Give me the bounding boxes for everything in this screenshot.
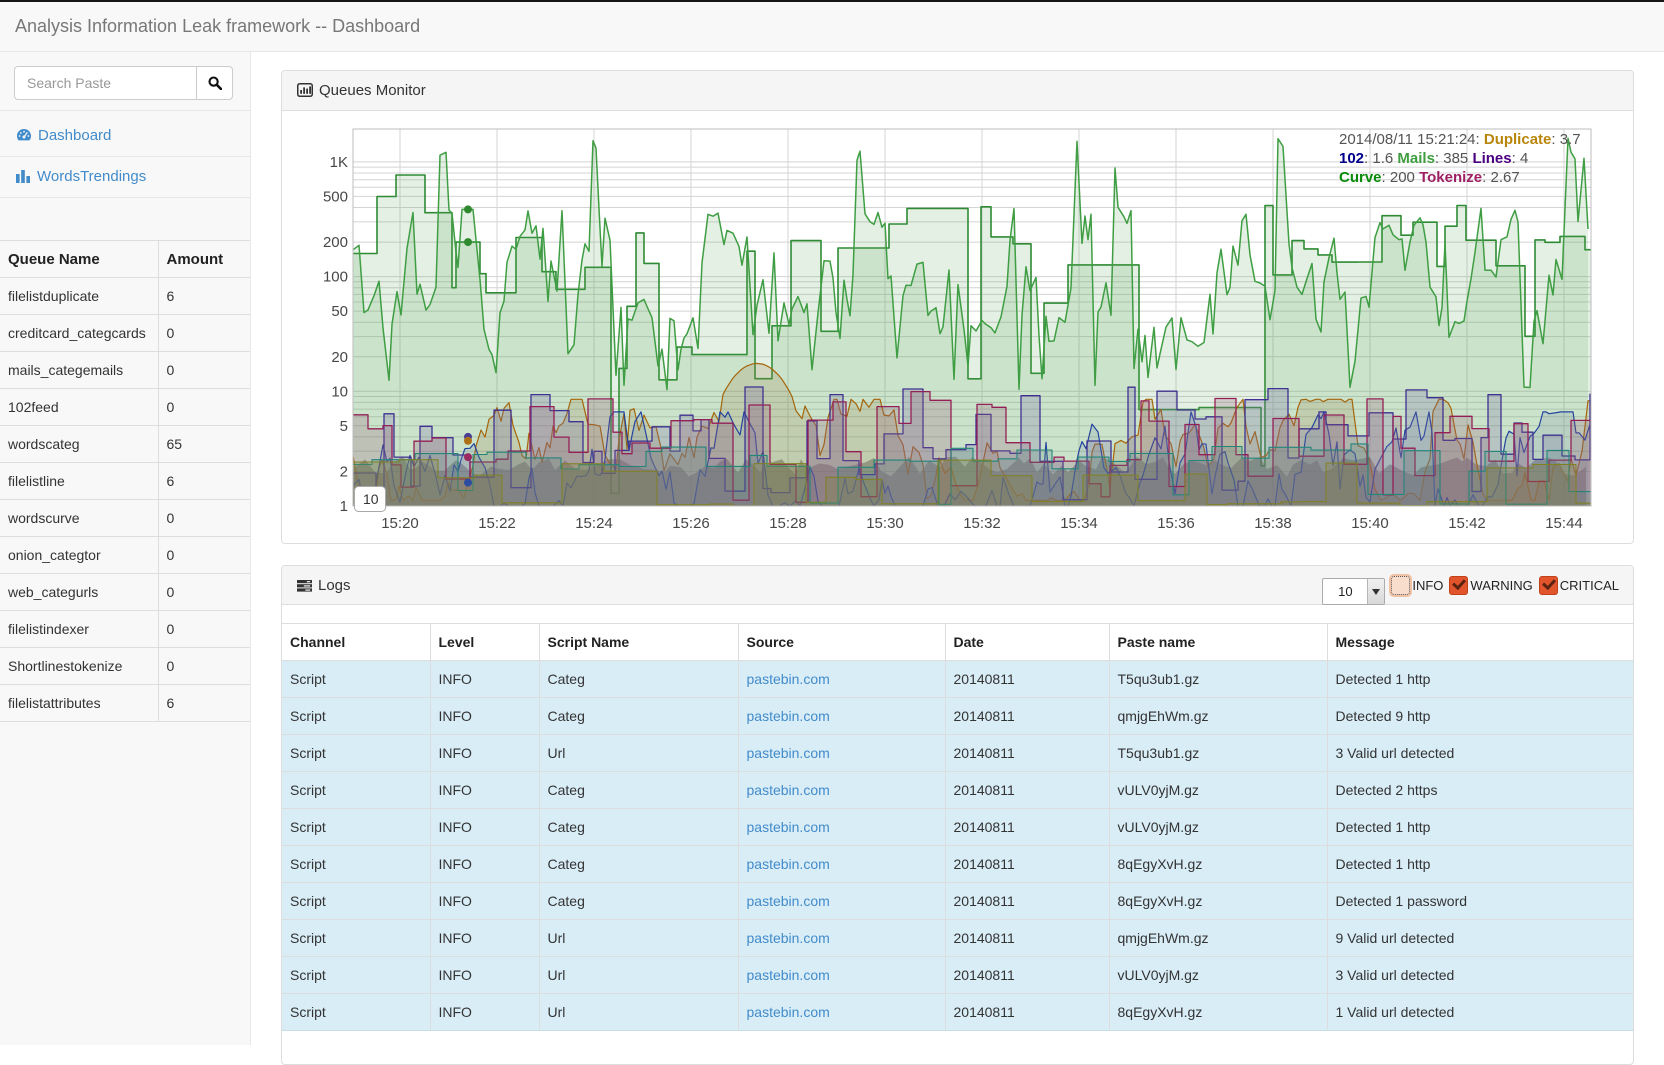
svg-text:10: 10 <box>331 383 348 400</box>
svg-text:Curve: 200 Tokenize: 2.67: Curve: 200 Tokenize: 2.67 <box>1339 169 1520 186</box>
svg-text:15:24: 15:24 <box>575 515 613 532</box>
svg-text:15:42: 15:42 <box>1448 515 1486 532</box>
svg-text:1: 1 <box>340 498 348 515</box>
svg-text:1K: 1K <box>330 154 348 171</box>
svg-text:15:28: 15:28 <box>769 515 807 532</box>
svg-text:15:38: 15:38 <box>1254 515 1292 532</box>
svg-text:20: 20 <box>331 349 348 366</box>
svg-text:500: 500 <box>323 188 348 205</box>
svg-text:200: 200 <box>323 234 348 251</box>
svg-text:2: 2 <box>340 464 348 481</box>
svg-text:15:32: 15:32 <box>963 515 1001 532</box>
svg-text:102: 1.6 Mails: 385 Lines: 4: 102: 1.6 Mails: 385 Lines: 4 <box>1339 150 1528 167</box>
svg-text:15:40: 15:40 <box>1351 515 1389 532</box>
svg-text:15:20: 15:20 <box>381 515 419 532</box>
svg-text:2014/08/11 15:21:24: Duplicate: 2014/08/11 15:21:24: Duplicate: 3.7 <box>1339 131 1581 148</box>
svg-text:15:34: 15:34 <box>1060 515 1098 532</box>
svg-text:15:44: 15:44 <box>1545 515 1583 532</box>
svg-text:15:36: 15:36 <box>1157 515 1195 532</box>
svg-text:5: 5 <box>340 418 348 435</box>
svg-text:15:30: 15:30 <box>866 515 904 532</box>
svg-text:15:26: 15:26 <box>672 515 710 532</box>
svg-text:50: 50 <box>331 303 348 320</box>
svg-text:100: 100 <box>323 269 348 286</box>
svg-text:10: 10 <box>363 491 379 507</box>
svg-text:15:22: 15:22 <box>478 515 516 532</box>
